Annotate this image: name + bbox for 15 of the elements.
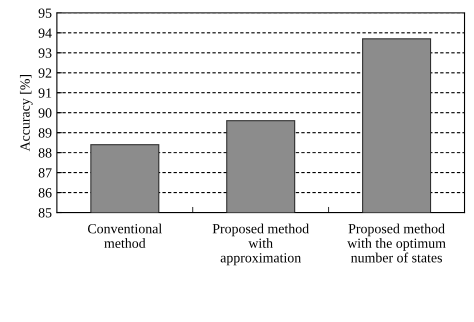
y-axis-title: Accuracy [%] — [20, 74, 33, 152]
x-tick-label: Proposed method with the optimum number of states — [347, 224, 446, 262]
y-tick-label: 87 — [38, 168, 52, 178]
y-tick-label: 88 — [38, 148, 52, 158]
y-tick-label: 86 — [38, 188, 52, 198]
y-tick-label: 85 — [38, 208, 52, 218]
y-tick-label: 89 — [38, 128, 52, 138]
y-tick-label: 95 — [38, 8, 52, 18]
y-tick-label: 90 — [38, 108, 52, 118]
x-tick-label: Conventional method — [88, 224, 162, 248]
y-tick-label: 91 — [38, 88, 52, 98]
x-tick-label: Proposed method with approximation — [212, 224, 309, 266]
y-tick-label: 93 — [38, 48, 52, 58]
y-tick-label: 92 — [38, 68, 52, 78]
y-tick-label: 94 — [38, 28, 52, 38]
